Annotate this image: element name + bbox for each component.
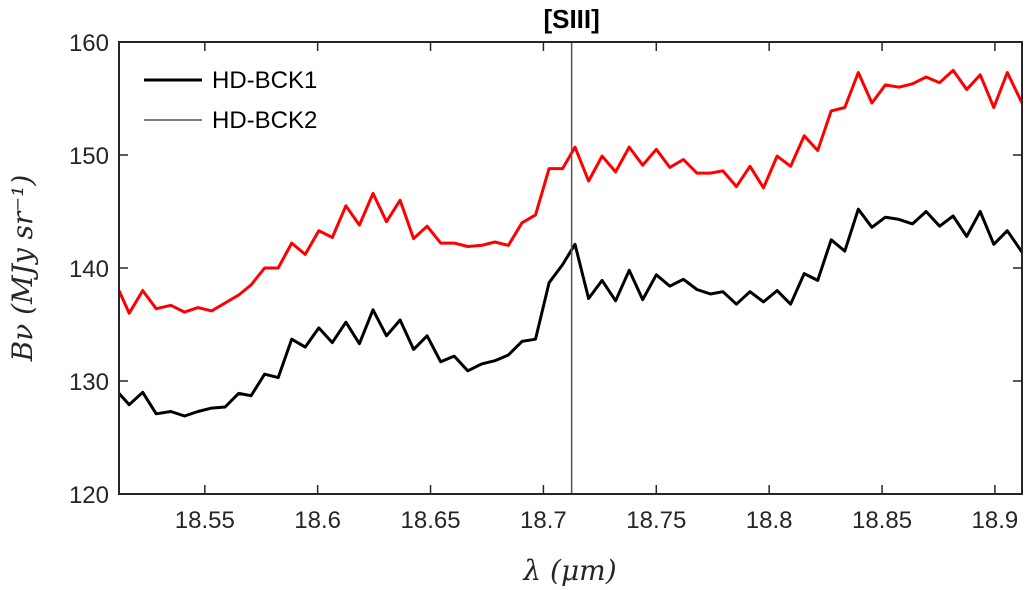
x-tick-label: 18.75 bbox=[626, 507, 686, 534]
x-tick-label: 18.65 bbox=[401, 507, 461, 534]
y-tick-label: 140 bbox=[69, 256, 109, 283]
x-tick-label: 18.7 bbox=[520, 507, 567, 534]
ticks: 18.55 18.6 18.65 18.7 18.75 18.8 18.85 18.9 120 1… bbox=[69, 30, 1022, 534]
x-tick-label: 18.9 bbox=[972, 507, 1019, 534]
y-tick-label: 150 bbox=[69, 143, 109, 170]
y-axis-label: Bν (MJy sr⁻¹) bbox=[6, 175, 39, 363]
y-tick-label: 160 bbox=[69, 30, 109, 57]
legend-label-2: HD-BCK2 bbox=[212, 107, 317, 134]
x-axis-label: λ (μm) bbox=[522, 554, 616, 587]
legend: HD-BCK1 HD-BCK2 bbox=[144, 67, 317, 134]
plot-lines bbox=[117, 42, 1024, 494]
y-tick-label: 120 bbox=[69, 482, 109, 509]
series-line-2 bbox=[117, 207, 1024, 418]
legend-label-1: HD-BCK1 bbox=[212, 67, 317, 94]
series-line-1 bbox=[117, 68, 1024, 315]
vline-label: [SIII] bbox=[543, 4, 599, 34]
y-tick-label: 130 bbox=[69, 369, 109, 396]
x-tick-label: 18.55 bbox=[175, 507, 235, 534]
x-tick-label: 18.8 bbox=[746, 507, 793, 534]
x-tick-label: 18.6 bbox=[294, 507, 341, 534]
x-tick-label: 18.85 bbox=[852, 507, 912, 534]
